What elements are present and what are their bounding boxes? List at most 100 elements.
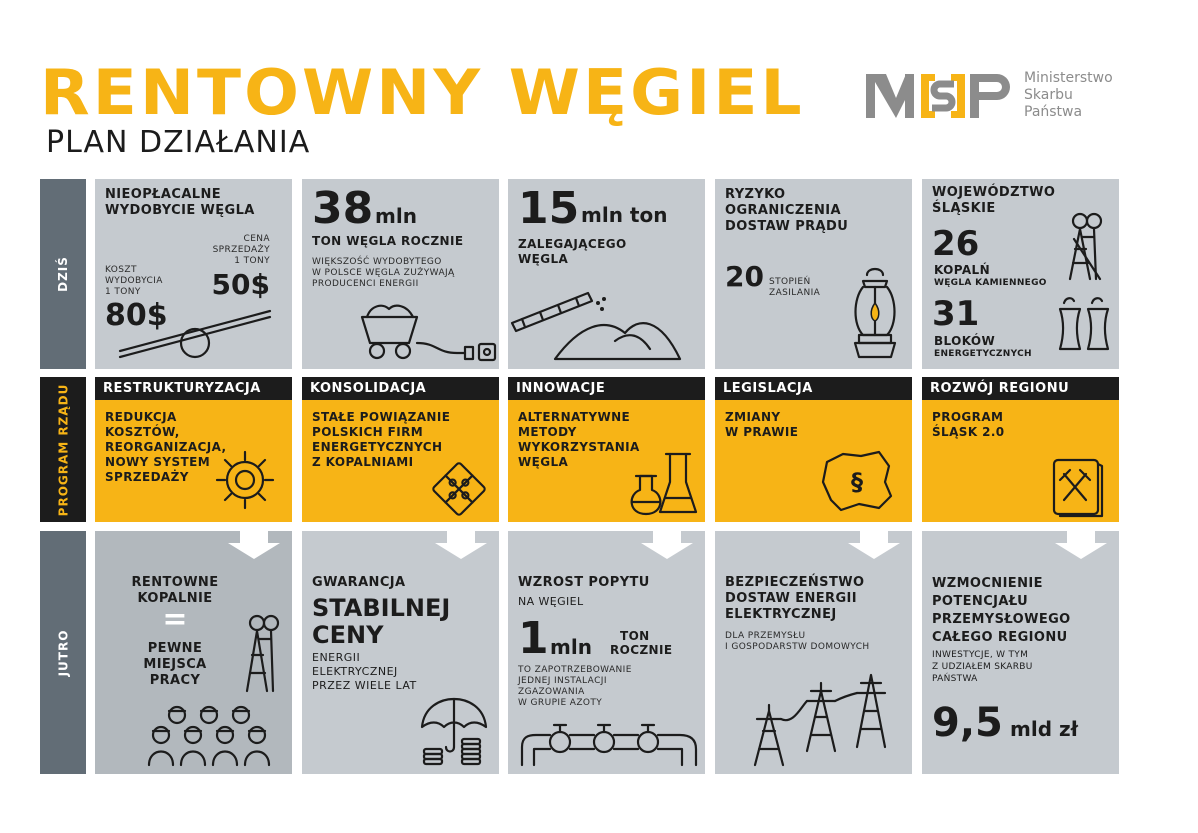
guarantee-label: GWARANCJA — [312, 575, 406, 590]
tomorrow-card-security: BEZPIECZEŃSTWO DOSTAW ENERGII ELEKTRYCZNEJ… — [715, 531, 912, 774]
miners-group-icon — [147, 705, 271, 767]
equals-sign: = — [162, 602, 188, 637]
tomorrow-card-region-potential: WZMOCNIENIE POTENCJAŁU PRZEMYSŁOWEGO CAŁEGO… — [922, 531, 1119, 774]
logo-line: Państwa — [1024, 104, 1083, 120]
pipeline-valves-icon — [520, 723, 698, 767]
program-text: ALTERNATYWNE METODY WYKORZYSTANIA WĘGLA — [518, 410, 640, 469]
lab-flasks-icon — [630, 452, 698, 516]
mines-label: KOPALŃ — [934, 263, 991, 277]
rentowne-kopalnie: RENTOWNE KOPALNIE — [131, 575, 219, 606]
today-card-power-risk: RYZYKO OGRANICZENIA DOSTAW PRĄDU 20 STOPIE… — [715, 179, 912, 369]
big-number: 38 — [312, 183, 374, 234]
cost-value: 80$ — [105, 298, 168, 333]
conveyor-coal-pile-icon — [510, 291, 682, 361]
program-body: PROGRAM ŚLĄSK 2.0 — [922, 400, 1119, 522]
program-text: ZMIANY W PRAWIE — [725, 410, 799, 439]
program-header: RESTRUKTURYZACJA — [95, 377, 292, 400]
program-card-consolidation: KONSOLIDACJA STAŁE POWIĄZANIE POLSKICH FI… — [302, 377, 499, 522]
program-body: REDUKCJA KOSZTÓW, REORGANIZACJA, NOWY SYSTE… — [95, 400, 292, 522]
today-card-38mln: 38 mln TON WĘGLA ROCZNIE WIĘKSZOŚĆ WYDOB… — [302, 179, 499, 369]
program-text: PROGRAM ŚLĄSK 2.0 — [932, 410, 1005, 439]
card-title: NIEOPŁACALNE WYDOBYCIE WĘGLA — [105, 187, 255, 218]
big-number: 1 — [518, 613, 549, 664]
today-card-unprofitable: NIEOPŁACALNE WYDOBYCIE WĘGLA CENA SPRZEDAŻ… — [95, 179, 292, 369]
program-header: KONSOLIDACJA — [302, 377, 499, 400]
program-card-region: ROZWÓJ REGIONU PROGRAM ŚLĄSK 2.0 — [922, 377, 1119, 522]
program-body: STAŁE POWIĄZANIE POLSKICH FIRM ENERGETYCZN… — [302, 400, 499, 522]
number-label: STOPIEŃ ZASILANIA — [769, 277, 821, 298]
stable-price-heading: STABILNEJ CENY — [312, 594, 451, 649]
row-label-text: DZIŚ — [56, 256, 70, 292]
unit: mln — [375, 204, 417, 228]
mine-tower-icon — [245, 614, 280, 693]
headline: TON WĘGLA ROCZNIE — [312, 234, 464, 248]
row-label-text: PROGRAM RZĄDU — [56, 383, 71, 516]
down-arrow-icon — [848, 531, 900, 559]
potential-note: INWESTYCJE, W TYM Z UDZIAŁEM SKARBU PAŃSTW… — [932, 650, 1033, 684]
seesaw-icon — [118, 309, 272, 359]
mine-cart-plug-icon — [360, 304, 497, 362]
program-header: ROZWÓJ REGIONU — [922, 377, 1119, 400]
stable-price-note: ENERGII ELEKTRYCZNEJ PRZEZ WIELE LAT — [312, 651, 417, 692]
power-pylons-icon — [753, 673, 887, 767]
program-text: STAŁE POWIĄZANIE POLSKICH FIRM ENERGETYCZN… — [312, 410, 451, 469]
unit: mln — [550, 635, 592, 659]
demand-title: WZROST POPYTU — [518, 575, 650, 590]
down-arrow-icon — [1055, 531, 1107, 559]
program-body: ALTERNATYWNE METODY WYKORZYSTANIA WĘGLA — [508, 400, 705, 522]
down-arrow-icon — [228, 531, 280, 559]
security-title: BEZPIECZEŃSTWO DOSTAW ENERGII ELEKTRYCZNEJ — [725, 575, 865, 622]
demand-sub: NA WĘGIEL — [518, 595, 584, 608]
mine-tower-icon — [1068, 212, 1103, 281]
big-number: 20 — [725, 260, 764, 293]
paragraph-symbol: § — [851, 468, 863, 496]
cooling-towers-icon — [1058, 297, 1110, 351]
down-arrow-icon — [641, 531, 693, 559]
hammer-pick-book-icon — [1052, 458, 1104, 518]
row-label-program: PROGRAM RZĄDU — [40, 377, 86, 522]
oil-lamp-icon — [853, 267, 897, 359]
row-label-today: DZIŚ — [40, 179, 86, 369]
msp-logo-icon — [866, 74, 1010, 118]
tomorrow-card-stable-price: GWARANCJA STABILNEJ CENY ENERGII ELEKTRYCZ… — [302, 531, 499, 774]
program-header: LEGISLACJA — [715, 377, 912, 400]
note: WIĘKSZOŚĆ WYDOBYTEGO W POLSCE WĘGLA ZUŻYW… — [312, 257, 455, 289]
program-card-legislation: LEGISLACJA ZMIANY W PRAWIE § — [715, 377, 912, 522]
security-note: DLA PRZEMYSŁU I GOSPODARSTW DOMOWYCH — [725, 631, 870, 652]
msp-logo-text: Ministerstwo Skarbu Państwa — [1024, 70, 1113, 121]
gear-icon — [215, 450, 275, 510]
unit: mln ton — [581, 203, 668, 227]
investment-number: 9,5 — [932, 700, 1003, 746]
sale-label: CENA SPRZEDAŻY 1 TONY — [212, 234, 270, 266]
cost-label: KOSZT WYDOBYCIA 1 TONY — [105, 265, 163, 297]
pewne-miejsca-pracy: PEWNE MIEJSCA PRACY — [143, 641, 207, 688]
down-arrow-icon — [435, 531, 487, 559]
mines-number: 26 — [932, 224, 980, 264]
demand-note: TO ZAPOTRZEBOWANIE JEDNEJ INSTALACJI ZGAZO… — [518, 665, 632, 708]
tomorrow-card-jobs: RENTOWNE KOPALNIE = PEWNE MIEJSCA PRACY — [95, 531, 292, 774]
page-subtitle: PLAN DZIAŁANIA — [46, 125, 311, 160]
headline: ZALEGAJĄCEGO WĘGLA — [518, 237, 627, 266]
units-label: BLOKÓW — [934, 334, 996, 348]
potential-title: WZMOCNIENIE POTENCJAŁU PRZEMYSŁOWEGO CAŁEGO… — [932, 576, 1071, 645]
unit-right: TON ROCZNIE — [610, 629, 673, 657]
tomorrow-card-demand: WZROST POPYTU NA WĘGIEL 1 mln TON ROCZNIE… — [508, 531, 705, 774]
investment-unit: mld zł — [1010, 717, 1079, 741]
sale-value: 50$ — [211, 268, 270, 301]
umbrella-coins-icon — [420, 697, 488, 766]
card-title: RYZYKO OGRANICZENIA DOSTAW PRĄDU — [725, 187, 849, 234]
today-card-15mln: 15 mln ton ZALEGAJĄCEGO WĘGLA — [508, 179, 705, 369]
units-sub: ENERGETYCZNYCH — [934, 349, 1032, 359]
big-number: 15 — [518, 183, 580, 234]
card-title: WOJEWÓDZTWO ŚLĄSKIE — [932, 185, 1056, 216]
logo-line: Ministerstwo — [1024, 70, 1113, 86]
mines-sub: WĘGLA KAMIENNEGO — [934, 278, 1047, 288]
page-title: RENTOWNY WĘGIEL — [40, 56, 805, 129]
today-card-silesia: WOJEWÓDZTWO ŚLĄSKIE 26 KOPALŃ WĘGLA KAMIE… — [922, 179, 1119, 369]
row-label-text: JUTRO — [56, 629, 70, 676]
puzzle-icon — [432, 462, 486, 516]
units-number: 31 — [932, 294, 980, 334]
program-body: ZMIANY W PRAWIE § — [715, 400, 912, 522]
program-text: REDUKCJA KOSZTÓW, REORGANIZACJA, NOWY SYSTE… — [105, 410, 227, 484]
row-label-tomorrow: JUTRO — [40, 531, 86, 774]
